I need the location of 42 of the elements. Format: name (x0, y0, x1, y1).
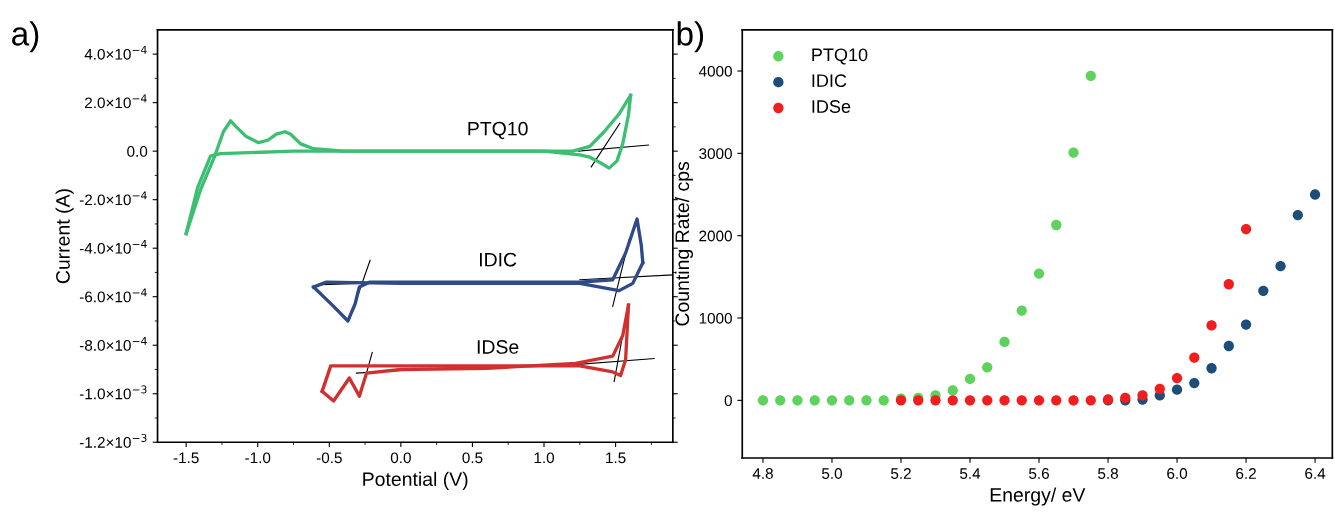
y-axis-title: Current (A) (55, 189, 74, 284)
x-tick-label: 6.4 (1305, 468, 1326, 479)
x-tick-label: 4.8 (752, 468, 773, 479)
y-tick-label: -4.0×10$^{−4}$ (79, 239, 147, 254)
y-tick-label: 0 (724, 395, 732, 407)
y-tick-label: 1000 (699, 312, 732, 324)
x-tick-label: 1.5 (606, 452, 626, 464)
x-tick-label: 1.0 (534, 452, 555, 464)
y-tick-label: 0.0 (127, 146, 148, 157)
series-label: PTQ10 (468, 121, 528, 140)
x-axis-title: Potential (V) (363, 471, 468, 490)
legend-label: PTQ10 (812, 48, 868, 65)
y-tick-label: 4.0×10$^{−4}$ (84, 45, 147, 60)
x-tick-label: 6.0 (1167, 468, 1188, 479)
text: b) (677, 21, 704, 53)
y-tick-label: 4000 (698, 65, 732, 77)
x-tick-label: -1.5 (173, 452, 199, 464)
series-label: IDIC (479, 252, 517, 267)
x-tick-label: -1.0 (245, 452, 271, 464)
y-tick-label: -6.0×10$^{−4}$ (79, 288, 147, 303)
x-tick-label: 5.2 (890, 468, 911, 479)
x-tick-label: 6.2 (1236, 468, 1256, 479)
series-label: IDSe (477, 340, 519, 354)
y-tick-label: 2000 (699, 230, 732, 242)
y-tick-label: 3000 (699, 148, 732, 160)
y-tick-label: 2.0×10$^{−4}$ (85, 94, 147, 109)
x-tick-label: 5.6 (1029, 468, 1049, 479)
text: a) (12, 21, 39, 53)
x-tick-label: 0.0 (390, 452, 411, 464)
legend-label: IDIC (812, 74, 847, 88)
y-tick-label: -8.0×10$^{−4}$ (79, 337, 147, 351)
x-axis-title: Energy/ eV (990, 487, 1086, 506)
x-tick-label: -0.5 (316, 452, 342, 464)
y-tick-label: -1.2×10$^{−3}$ (79, 433, 147, 448)
legend-label: IDSe (812, 100, 851, 113)
x-tick-label: 5.4 (960, 468, 981, 479)
x-tick-label: 5.8 (1098, 468, 1118, 479)
y-axis-title: Counting Rate/ cps (674, 161, 693, 326)
x-tick-label: 0.5 (462, 452, 483, 464)
x-tick-label: 5.0 (821, 468, 842, 479)
y-tick-label: -2.0×10$^{−4}$ (79, 191, 147, 206)
y-tick-label: -1.0×10$^{−3}$ (79, 385, 147, 400)
